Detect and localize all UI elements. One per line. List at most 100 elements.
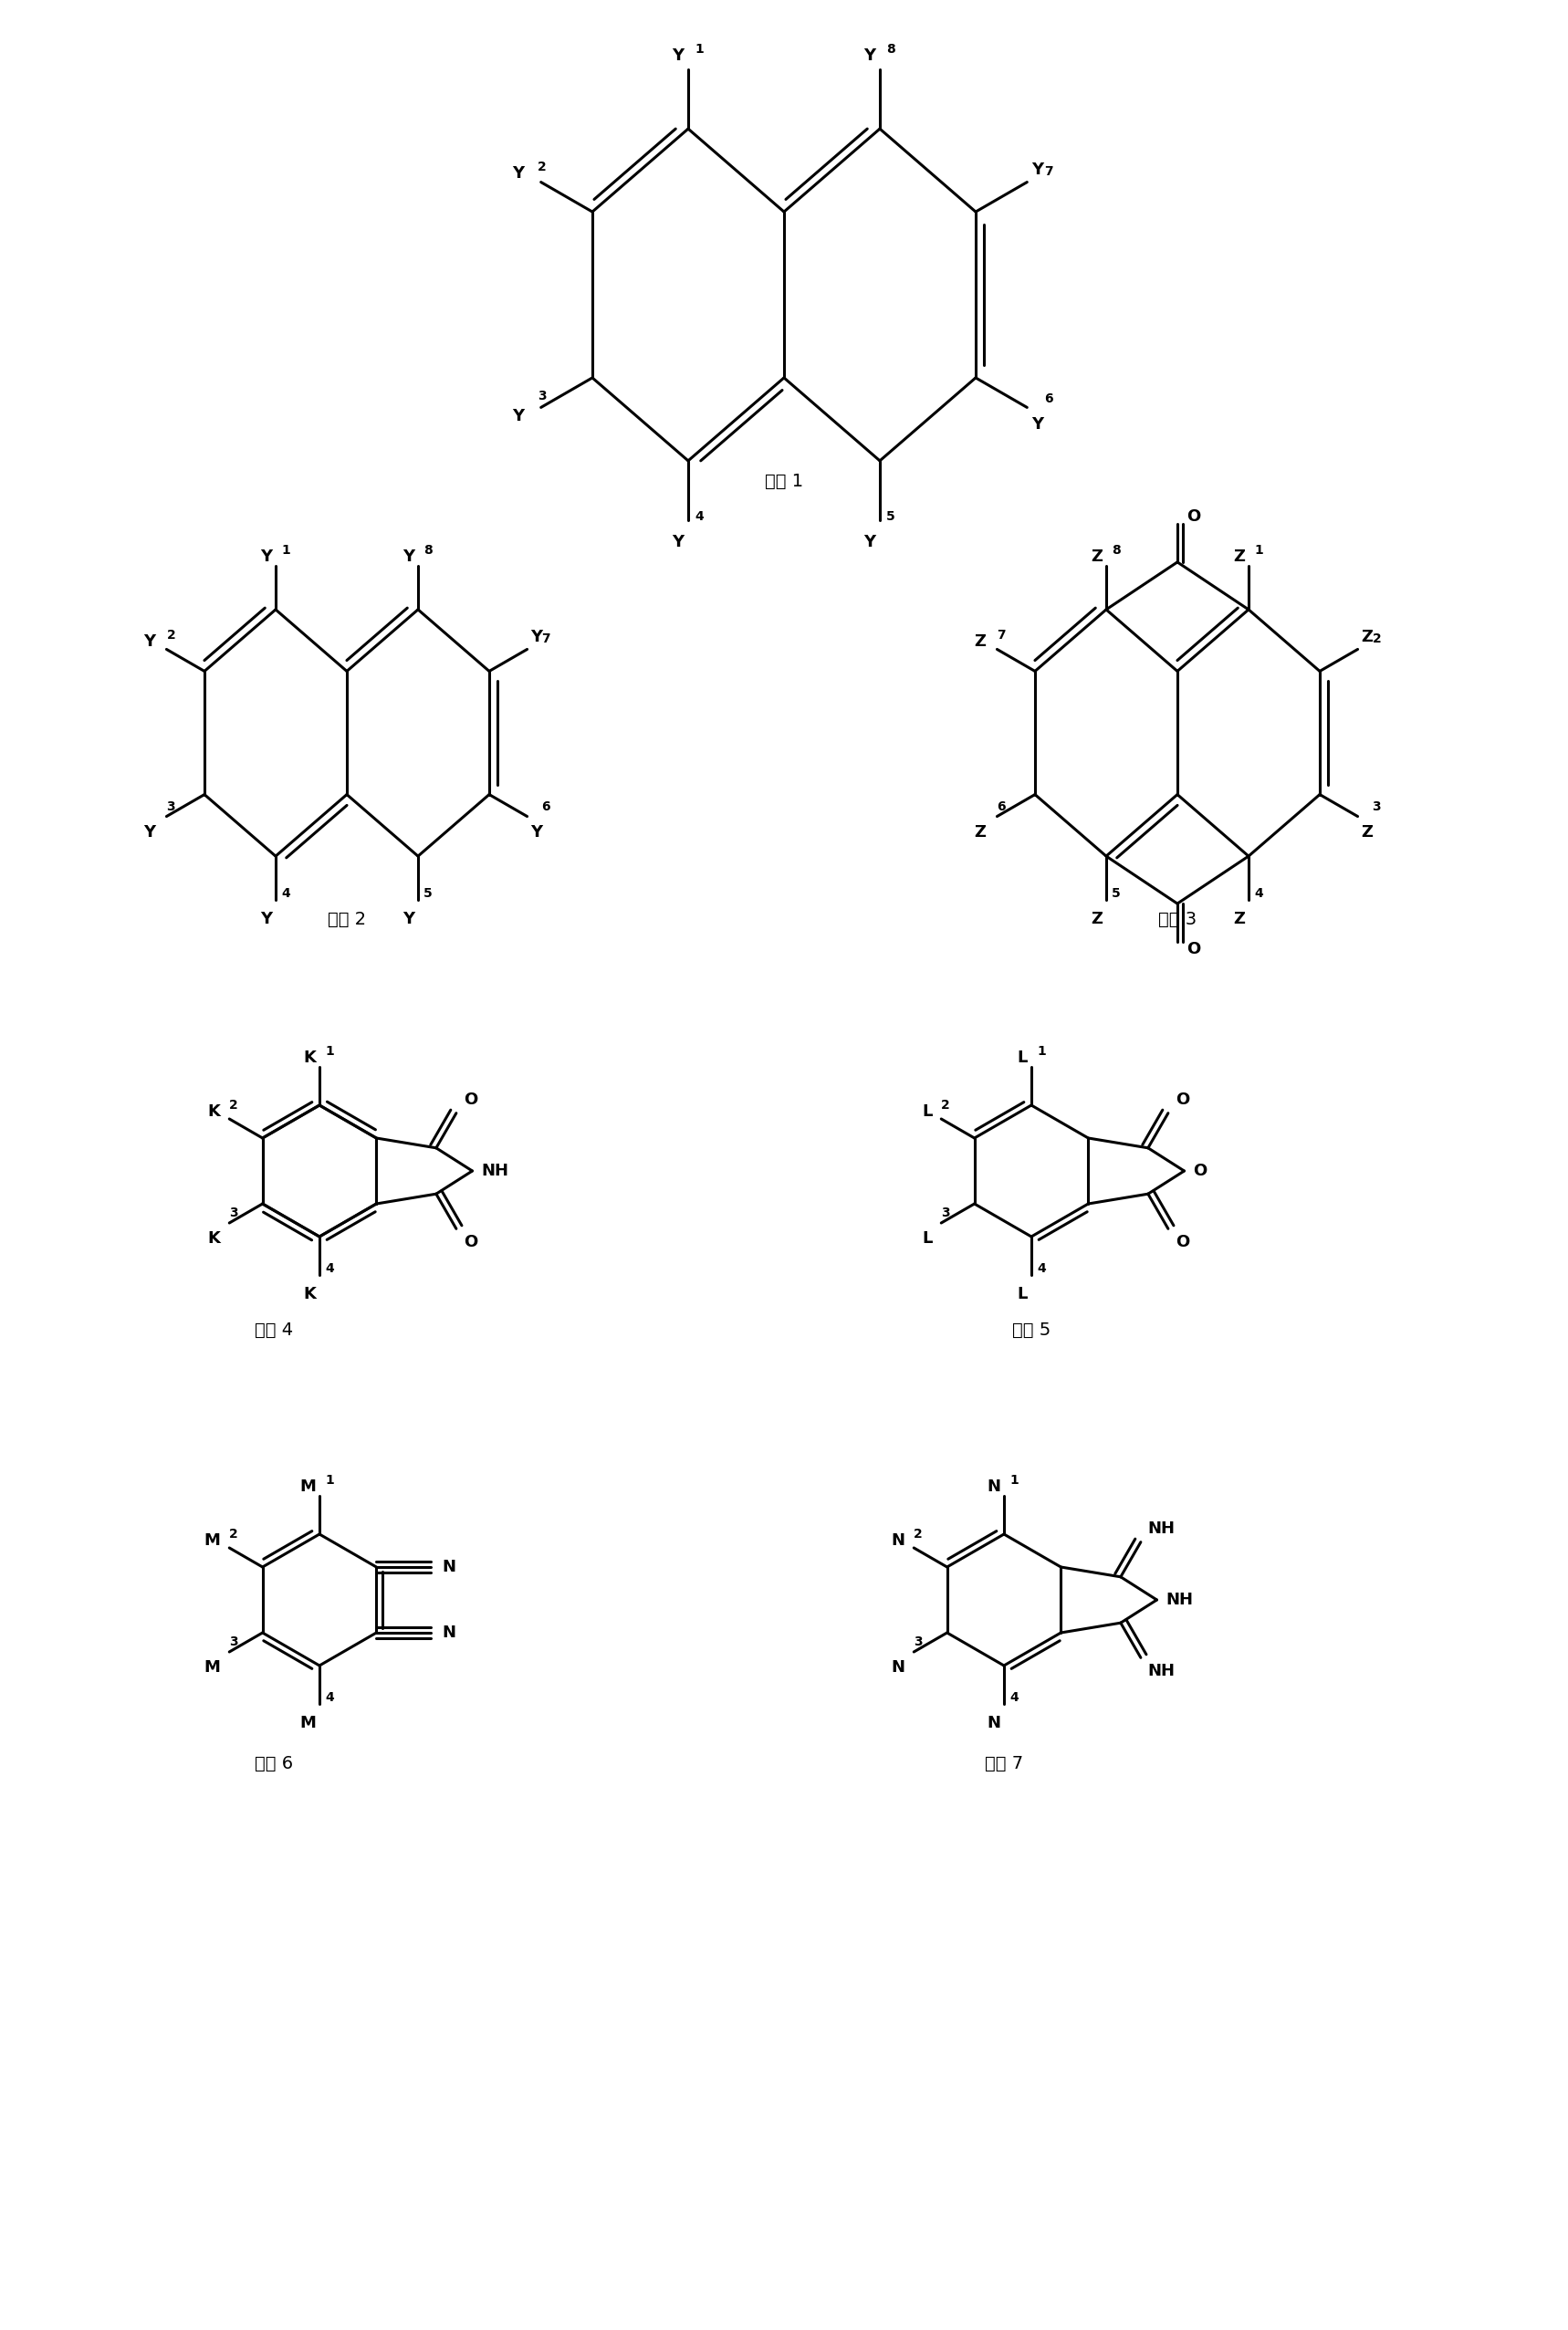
Text: Z: Z [1232,911,1245,927]
Text: Y: Y [671,47,684,63]
Text: 7: 7 [543,634,550,645]
Text: Z: Z [1091,548,1102,564]
Text: 3: 3 [1372,799,1381,813]
Text: M: M [299,1715,315,1731]
Text: 3: 3 [166,799,176,813]
Text: 1: 1 [1010,1475,1018,1487]
Text: L: L [1018,1286,1027,1302]
Text: Y: Y [403,911,414,927]
Text: M: M [204,1659,220,1675]
Text: Y: Y [671,534,684,550]
Text: 7: 7 [997,629,1005,643]
Text: 5: 5 [423,888,433,899]
Text: 3: 3 [941,1207,950,1219]
Text: 8: 8 [423,543,433,557]
Text: NH: NH [1148,1519,1176,1535]
Text: NH: NH [1148,1664,1176,1680]
Text: Z: Z [1361,629,1374,645]
Text: Y: Y [260,911,271,927]
Text: Y: Y [144,825,155,841]
Text: Y: Y [1032,417,1044,433]
Text: O: O [464,1090,477,1107]
Text: K: K [303,1286,315,1302]
Text: M: M [204,1533,220,1549]
Text: 通式 4: 通式 4 [254,1321,293,1340]
Text: Z: Z [974,825,986,841]
Text: N: N [986,1715,1000,1731]
Text: N: N [891,1533,905,1549]
Text: 2: 2 [1372,634,1381,645]
Text: L: L [1018,1049,1027,1067]
Text: K: K [207,1230,220,1247]
Text: 2: 2 [941,1100,950,1111]
Text: 1: 1 [281,543,290,557]
Text: O: O [1176,1090,1190,1107]
Text: 4: 4 [695,510,704,522]
Text: O: O [464,1235,477,1251]
Text: 通式 7: 通式 7 [985,1754,1024,1773]
Text: 1: 1 [1254,543,1262,557]
Text: Z: Z [974,634,986,650]
Text: 3: 3 [229,1636,238,1647]
Text: 通式 3: 通式 3 [1159,911,1196,927]
Text: 6: 6 [1044,394,1054,405]
Text: 8: 8 [886,42,895,56]
Text: 2: 2 [914,1528,922,1540]
Text: K: K [303,1049,315,1067]
Text: 5: 5 [886,510,895,522]
Text: O: O [1193,1163,1207,1179]
Text: 3: 3 [538,389,546,403]
Text: 2: 2 [538,161,546,172]
Text: 3: 3 [229,1207,238,1219]
Text: 4: 4 [325,1263,334,1275]
Text: M: M [299,1480,315,1496]
Text: N: N [442,1559,456,1575]
Text: Y: Y [864,534,875,550]
Text: 6: 6 [543,799,550,813]
Text: Y: Y [532,825,543,841]
Text: 6: 6 [997,799,1005,813]
Text: O: O [1176,1235,1190,1251]
Text: 通式 6: 通式 6 [254,1754,293,1773]
Text: Y: Y [532,629,543,645]
Text: 1: 1 [695,42,704,56]
Text: 3: 3 [914,1636,922,1647]
Text: 4: 4 [325,1692,334,1703]
Text: 5: 5 [1112,888,1121,899]
Text: 2: 2 [229,1528,238,1540]
Text: 4: 4 [281,888,290,899]
Text: 通式 5: 通式 5 [1011,1321,1051,1340]
Text: L: L [922,1230,931,1247]
Text: Y: Y [513,408,525,424]
Text: 通式 2: 通式 2 [328,911,365,927]
Text: Y: Y [403,548,414,564]
Text: 4: 4 [1036,1263,1046,1275]
Text: NH: NH [481,1163,508,1179]
Text: NH: NH [1167,1591,1193,1608]
Text: O: O [1187,941,1201,958]
Text: Y: Y [260,548,271,564]
Text: Z: Z [1232,548,1245,564]
Text: 4: 4 [1254,888,1262,899]
Text: 1: 1 [325,1475,334,1487]
Text: 2: 2 [166,629,176,643]
Text: 4: 4 [1010,1692,1018,1703]
Text: K: K [207,1104,220,1121]
Text: Y: Y [864,47,875,63]
Text: N: N [986,1480,1000,1496]
Text: N: N [891,1659,905,1675]
Text: 7: 7 [1044,165,1054,177]
Text: 2: 2 [229,1100,238,1111]
Text: L: L [922,1104,931,1121]
Text: N: N [442,1624,456,1640]
Text: Y: Y [513,165,525,182]
Text: O: O [1187,508,1201,524]
Text: Z: Z [1091,911,1102,927]
Text: Y: Y [144,634,155,650]
Text: Y: Y [1032,161,1044,177]
Text: Z: Z [1361,825,1374,841]
Text: 8: 8 [1112,543,1121,557]
Text: 1: 1 [325,1044,334,1058]
Text: 通式 1: 通式 1 [765,473,803,489]
Text: 1: 1 [1036,1044,1046,1058]
